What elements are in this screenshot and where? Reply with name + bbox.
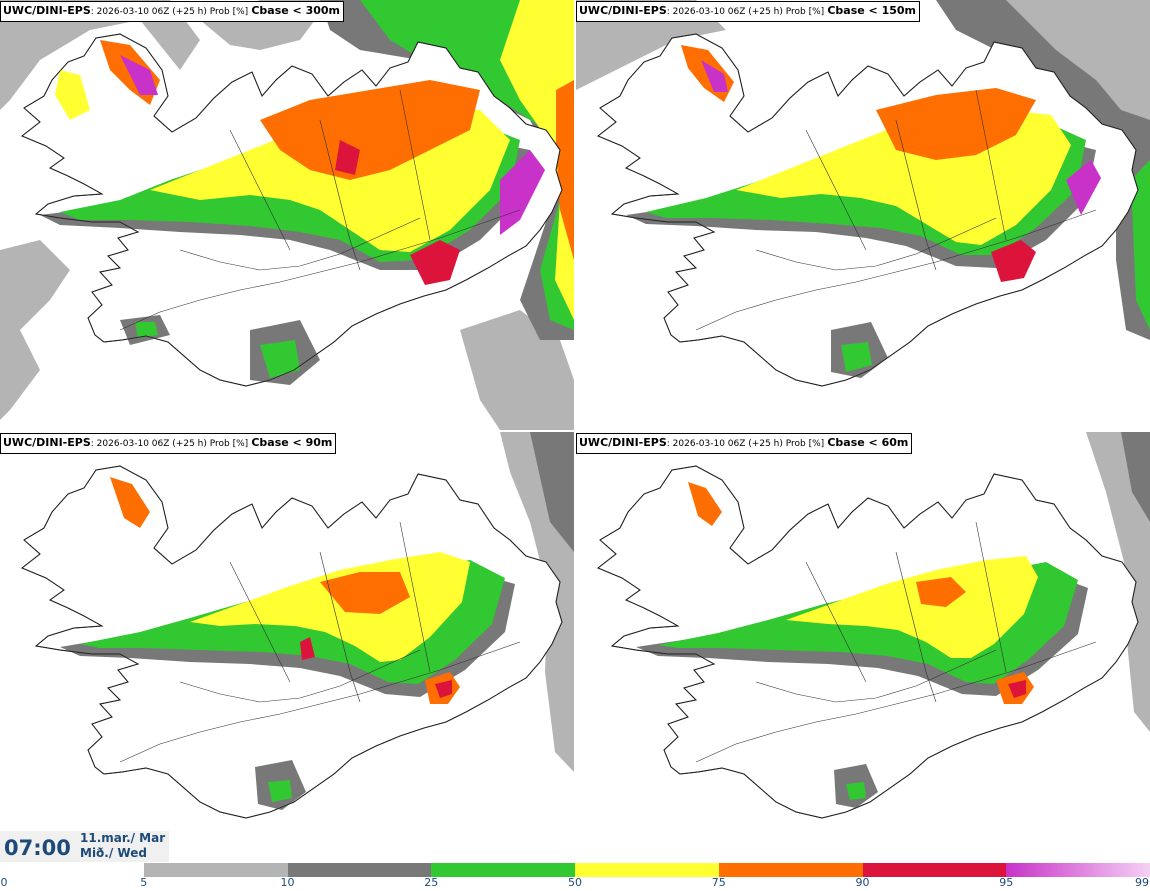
threshold-label: Cbase < 300m <box>251 4 341 17</box>
color-bar-segment <box>718 863 864 877</box>
map-panel-cbase-300: UWC/DINI-EPS: 2026-03-10 06Z (+25 h) Pro… <box>0 0 574 430</box>
valid-time: 07:00 <box>4 836 71 860</box>
threshold-label: Cbase < 150m <box>827 4 917 17</box>
color-bar-tick-label: 25 <box>424 876 439 889</box>
color-bar-tick-label: 10 <box>280 876 295 889</box>
color-bar-segment <box>0 863 145 877</box>
map-panel-cbase-60: UWC/DINI-EPS: 2026-03-10 06Z (+25 h) Pro… <box>576 432 1150 862</box>
color-bar-segment <box>575 863 720 877</box>
probability-map <box>597 432 1150 819</box>
panel-title: UWC/DINI-EPS: 2026-03-10 06Z (+25 h) Pro… <box>576 433 913 454</box>
color-bar-tick-label: 95 <box>999 876 1014 889</box>
run-info: : 2026-03-10 06Z (+25 h) Prob [%] <box>666 7 825 17</box>
panel-title: UWC/DINI-EPS: 2026-03-10 06Z (+25 h) Pro… <box>0 433 337 454</box>
model-label: UWC/DINI-EPS <box>3 4 91 17</box>
probability-map <box>0 0 574 430</box>
valid-weekday: Mið./ Wed <box>80 846 147 860</box>
map-panel-cbase-150: UWC/DINI-EPS: 2026-03-10 06Z (+25 h) Pro… <box>576 0 1150 430</box>
model-label: UWC/DINI-EPS <box>579 436 667 449</box>
run-info: : 2026-03-10 06Z (+25 h) Prob [%] <box>90 439 249 449</box>
probability-map <box>576 0 1150 387</box>
map-panel-cbase-90: UWC/DINI-EPS: 2026-03-10 06Z (+25 h) Pro… <box>0 432 574 862</box>
threshold-label: Cbase < 60m <box>827 436 909 449</box>
panel-title: UWC/DINI-EPS: 2026-03-10 06Z (+25 h) Pro… <box>576 1 921 22</box>
color-bar-segment <box>1006 863 1150 877</box>
threshold-label: Cbase < 90m <box>251 436 333 449</box>
color-bar-tick-label: 99 <box>1135 876 1149 889</box>
color-bar-segment <box>862 863 1008 877</box>
color-bar-tick-label: 90 <box>855 876 870 889</box>
run-info: : 2026-03-10 06Z (+25 h) Prob [%] <box>90 7 249 17</box>
color-bar-segment <box>431 863 576 877</box>
run-info: : 2026-03-10 06Z (+25 h) Prob [%] <box>666 439 825 449</box>
color-bar-segment <box>143 863 289 877</box>
model-label: UWC/DINI-EPS <box>3 436 91 449</box>
color-bar-segment <box>287 863 433 877</box>
color-bar-tick-label: 75 <box>711 876 726 889</box>
panel-title: UWC/DINI-EPS: 2026-03-10 06Z (+25 h) Pro… <box>0 1 345 22</box>
valid-date: 11.mar./ Mar <box>80 831 166 845</box>
color-bar-tick-label: 50 <box>568 876 582 889</box>
valid-time-box: 07:00 11.mar./ Mar Mið./ Wed <box>0 831 169 862</box>
color-bar-tick-label: 5 <box>140 876 148 889</box>
color-bar-legend <box>0 863 1150 877</box>
color-bar-tick-label: 0 <box>0 876 8 889</box>
model-label: UWC/DINI-EPS <box>579 4 667 17</box>
probability-map <box>21 432 574 819</box>
